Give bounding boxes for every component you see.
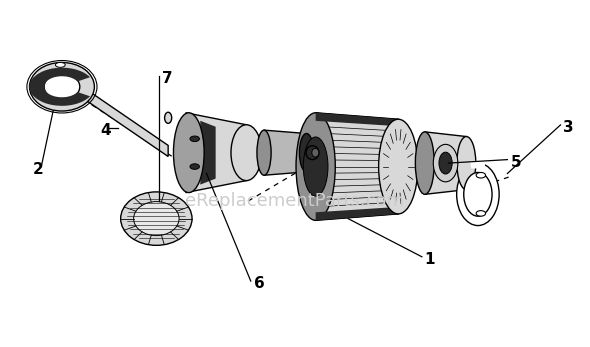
Polygon shape (81, 86, 168, 156)
Ellipse shape (303, 137, 328, 196)
Text: 4: 4 (100, 123, 111, 138)
Ellipse shape (457, 136, 476, 189)
Polygon shape (471, 162, 485, 168)
Ellipse shape (415, 132, 434, 194)
Ellipse shape (433, 144, 458, 182)
Ellipse shape (173, 113, 204, 193)
Ellipse shape (30, 62, 94, 111)
Text: 3: 3 (563, 120, 574, 135)
Ellipse shape (296, 113, 335, 220)
Wedge shape (30, 77, 47, 96)
Text: 5: 5 (510, 154, 521, 170)
Polygon shape (201, 121, 215, 185)
Wedge shape (30, 68, 90, 106)
Ellipse shape (55, 72, 78, 101)
Polygon shape (316, 207, 398, 220)
Ellipse shape (457, 163, 499, 226)
Text: 7: 7 (162, 71, 173, 86)
Text: 2: 2 (32, 161, 43, 177)
Ellipse shape (44, 74, 80, 100)
Ellipse shape (165, 112, 172, 124)
Ellipse shape (231, 125, 261, 180)
Polygon shape (316, 113, 398, 220)
Polygon shape (316, 113, 398, 126)
Ellipse shape (312, 149, 319, 157)
Ellipse shape (439, 152, 452, 174)
Ellipse shape (257, 130, 271, 175)
Polygon shape (264, 130, 307, 175)
Ellipse shape (120, 192, 192, 245)
Circle shape (476, 211, 486, 216)
Circle shape (190, 164, 199, 169)
Text: eReplacementParts.com: eReplacementParts.com (185, 192, 405, 210)
Text: 6: 6 (254, 276, 264, 291)
Ellipse shape (133, 202, 179, 236)
Polygon shape (186, 113, 247, 193)
Ellipse shape (464, 172, 492, 216)
Circle shape (190, 136, 199, 142)
Text: 1: 1 (425, 252, 435, 267)
Ellipse shape (300, 134, 314, 172)
Circle shape (476, 172, 486, 178)
Ellipse shape (379, 119, 418, 214)
Ellipse shape (55, 62, 65, 67)
Ellipse shape (306, 146, 319, 160)
Polygon shape (425, 132, 466, 194)
